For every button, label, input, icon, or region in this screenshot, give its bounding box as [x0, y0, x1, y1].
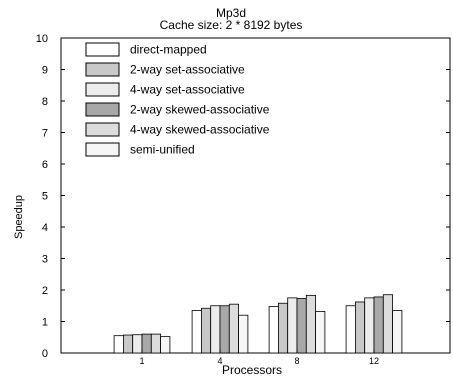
bar — [305, 294, 316, 354]
bar — [123, 334, 134, 354]
x-tick-label: 1 — [139, 356, 144, 366]
bar — [200, 307, 212, 354]
bar — [287, 297, 298, 354]
y-tick-label: 0 — [42, 348, 48, 360]
legend-label: 2-way skewed-associative — [130, 103, 270, 117]
bar — [315, 311, 326, 354]
legend-label: 4-way set-associative — [130, 83, 245, 97]
y-tick-label: 7 — [42, 128, 48, 140]
chart-title: Mp3d — [216, 6, 246, 20]
bar — [373, 296, 384, 354]
y-tick-label: 3 — [42, 254, 48, 266]
y-tick-label: 1 — [42, 317, 48, 329]
legend-swatch — [85, 102, 120, 117]
y-tick-label: 9 — [42, 65, 48, 77]
bar — [382, 294, 393, 354]
y-tick-label: 4 — [42, 222, 48, 234]
x-axis-label: Processors — [222, 363, 282, 377]
legend-swatch — [85, 82, 120, 97]
bar — [238, 314, 249, 354]
x-tick-label: 4 — [217, 356, 222, 366]
bar — [160, 336, 171, 354]
bar — [150, 333, 162, 354]
legend-swatch — [85, 122, 120, 137]
chart-subtitle: Cache size: 2 * 8192 bytes — [160, 18, 303, 32]
bar — [277, 302, 289, 354]
bar — [132, 334, 143, 354]
bar — [210, 305, 221, 354]
x-tick-label: 8 — [294, 356, 299, 366]
legend-swatch — [85, 142, 120, 157]
y-tick-label: 6 — [42, 159, 48, 171]
bar — [191, 310, 202, 354]
y-axis-label: Speedup — [13, 195, 25, 239]
legend-label: 4-way skewed-associative — [130, 123, 270, 137]
bar — [296, 298, 307, 354]
y-tick-label: 8 — [42, 96, 48, 108]
legend-label: 2-way set-associative — [130, 63, 245, 77]
bar — [268, 305, 279, 354]
bar — [345, 305, 356, 354]
legend-swatch — [85, 62, 120, 77]
bar — [228, 303, 240, 354]
x-tick-label: 12 — [369, 356, 379, 366]
legend-label: semi-unified — [130, 143, 195, 157]
legend-label: direct-mapped — [130, 43, 207, 57]
bar — [364, 297, 375, 354]
bar — [141, 333, 152, 354]
y-tick-label: 10 — [36, 33, 48, 45]
bar — [354, 301, 366, 354]
bar — [219, 305, 230, 354]
y-tick-label: 5 — [42, 191, 48, 203]
legend-swatch — [85, 42, 120, 57]
bar — [113, 335, 124, 354]
y-tick-label: 2 — [42, 285, 48, 297]
bar — [392, 310, 403, 354]
